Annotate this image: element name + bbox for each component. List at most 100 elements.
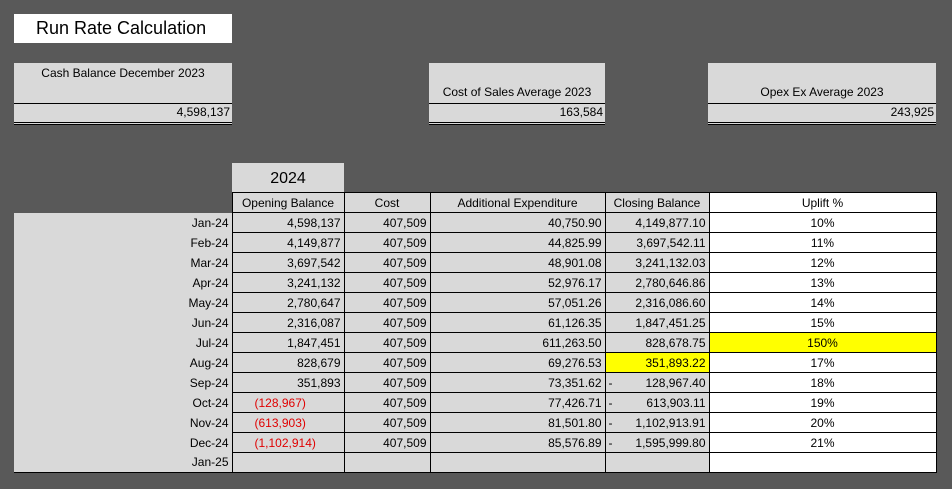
table-row: Nov-24 (613,903) 407,509 81,501.80- 1,102,91… [14, 412, 937, 433]
additional-expenditure-cell[interactable]: 61,126.35 [429, 312, 606, 333]
uplift-cell[interactable]: 11% [708, 232, 937, 253]
opening-balance-cell[interactable]: 3,697,542 [231, 252, 345, 273]
closing-balance-cell[interactable]: 351,893.22 [604, 352, 710, 373]
uplift-cell[interactable] [708, 452, 937, 473]
uplift-cell[interactable]: 19% [708, 392, 937, 413]
opening-balance-cell[interactable]: (1,102,914) [231, 432, 345, 453]
month-cell[interactable]: Dec-24 [14, 432, 233, 453]
month-cell[interactable]: Feb-24 [14, 232, 233, 253]
cost-cell[interactable]: 407,509 [343, 272, 431, 293]
uplift-cell[interactable]: 15% [708, 312, 937, 333]
cost-cell[interactable]: 407,509 [343, 352, 431, 373]
additional-expenditure-cell[interactable]: 611,263.50 [429, 332, 606, 353]
cost-cell[interactable]: 407,509 [343, 232, 431, 253]
cost-cell[interactable]: 407,509 [343, 412, 431, 433]
cash-balance-value[interactable]: 4,598,137 [14, 103, 232, 125]
cost-cell[interactable]: 407,509 [343, 392, 431, 413]
uplift-cell[interactable]: 18% [708, 372, 937, 393]
header-opening-balance[interactable]: Opening Balance [231, 192, 345, 213]
cost-cell[interactable]: 407,509 [343, 372, 431, 393]
header-closing-balance[interactable]: Closing Balance [604, 192, 710, 213]
table-row: Sep-24 351,893 407,509 73,351.62- 128,967.40… [14, 372, 937, 393]
opening-balance-cell[interactable]: 1,847,451 [231, 332, 345, 353]
negative-sign: - [608, 415, 613, 430]
uplift-cell[interactable]: 14% [708, 292, 937, 313]
cost-cell[interactable] [343, 452, 431, 473]
closing-balance-cell[interactable]: - 128,967.40 [604, 372, 710, 393]
additional-expenditure-cell[interactable]: 40,750.90 [429, 212, 606, 233]
month-cell[interactable]: Jan-24 [14, 212, 233, 233]
month-cell[interactable]: May-24 [14, 292, 233, 313]
additional-expenditure-cell[interactable]: 52,976.17 [429, 272, 606, 293]
additional-expenditure-cell[interactable]: 85,576.89 [429, 432, 606, 453]
additional-expenditure-cell[interactable]: 81,501.80 [429, 412, 606, 433]
closing-balance-cell[interactable]: 2,316,086.60 [604, 292, 710, 313]
negative-sign: - [608, 435, 613, 450]
month-cell[interactable]: Jul-24 [14, 332, 233, 353]
opening-balance-cell[interactable] [231, 452, 345, 473]
opening-balance-cell[interactable]: 2,316,087 [231, 312, 345, 333]
table-row: Jan-25 [14, 452, 937, 473]
closing-balance-cell[interactable]: 1,847,451.25 [604, 312, 710, 333]
negative-sign: - [608, 395, 613, 410]
additional-expenditure-cell[interactable] [429, 452, 606, 473]
additional-expenditure-cell[interactable]: 69,276.53 [429, 352, 606, 373]
additional-expenditure-cell[interactable]: 73,351.62 [429, 372, 606, 393]
opex-box: Opex Ex Average 2023 243,925 [708, 63, 936, 125]
cost-cell[interactable]: 407,509 [343, 292, 431, 313]
header-cost[interactable]: Cost [343, 192, 431, 213]
uplift-cell[interactable]: 17% [708, 352, 937, 373]
uplift-cell[interactable]: 21% [708, 432, 937, 453]
closing-balance-cell[interactable]: 2,780,646.86 [604, 272, 710, 293]
opening-balance-cell[interactable]: (128,967) [231, 392, 345, 413]
closing-balance-cell[interactable]: - 613,903.11 [604, 392, 710, 413]
cost-cell[interactable]: 407,509 [343, 432, 431, 453]
additional-expenditure-cell[interactable]: 57,051.26 [429, 292, 606, 313]
opening-balance-cell[interactable]: 4,149,877 [231, 232, 345, 253]
opening-balance-cell[interactable]: (613,903) [231, 412, 345, 433]
year-header: 2024 [232, 163, 344, 192]
cash-balance-label: Cash Balance December 2023 [41, 66, 205, 80]
month-cell[interactable]: Jan-25 [14, 452, 233, 473]
table-row: Aug-24 828,679 407,509 69,276.53 351,893.22 1… [14, 352, 937, 373]
closing-balance-cell[interactable] [604, 452, 710, 473]
uplift-cell[interactable]: 10% [708, 212, 937, 233]
table-row: Oct-24 (128,967) 407,509 77,426.71- 613,903.… [14, 392, 937, 413]
opening-balance-cell[interactable]: 828,679 [231, 352, 345, 373]
cost-cell[interactable]: 407,509 [343, 332, 431, 353]
opex-value[interactable]: 243,925 [708, 103, 936, 125]
closing-balance-cell[interactable]: - 1,595,999.80 [604, 432, 710, 453]
closing-balance-cell[interactable]: 3,241,132.03 [604, 252, 710, 273]
additional-expenditure-cell[interactable]: 44,825.99 [429, 232, 606, 253]
table-row: Feb-24 4,149,877 407,509 44,825.99 3,697,542… [14, 232, 937, 253]
cost-of-sales-value[interactable]: 163,584 [429, 103, 605, 125]
month-cell[interactable]: Oct-24 [14, 392, 233, 413]
uplift-cell[interactable]: 12% [708, 252, 937, 273]
opening-balance-cell[interactable]: 351,893 [231, 372, 345, 393]
additional-expenditure-cell[interactable]: 77,426.71 [429, 392, 606, 413]
header-uplift[interactable]: Uplift % [708, 192, 937, 213]
opening-balance-cell[interactable]: 4,598,137 [231, 212, 345, 233]
cost-cell[interactable]: 407,509 [343, 212, 431, 233]
header-additional-expenditure[interactable]: Additional Expenditure [429, 192, 606, 213]
month-cell[interactable]: Mar-24 [14, 252, 233, 273]
cost-cell[interactable]: 407,509 [343, 312, 431, 333]
opening-balance-cell[interactable]: 3,241,132 [231, 272, 345, 293]
closing-balance-cell[interactable]: 4,149,877.10 [604, 212, 710, 233]
closing-balance-cell[interactable]: - 1,102,913.91 [604, 412, 710, 433]
closing-balance-cell[interactable]: 3,697,542.11 [604, 232, 710, 253]
opening-balance-cell[interactable]: 2,780,647 [231, 292, 345, 313]
table-row: Mar-24 3,697,542 407,509 48,901.08 3,241,132… [14, 252, 937, 273]
month-cell[interactable]: Sep-24 [14, 372, 233, 393]
additional-expenditure-cell[interactable]: 48,901.08 [429, 252, 606, 273]
cost-cell[interactable]: 407,509 [343, 252, 431, 273]
month-cell[interactable]: Aug-24 [14, 352, 233, 373]
cost-of-sales-box: Cost of Sales Average 2023 163,584 [429, 63, 605, 125]
month-cell[interactable]: Jun-24 [14, 312, 233, 333]
uplift-cell[interactable]: 20% [708, 412, 937, 433]
closing-balance-cell[interactable]: 828,678.75 [604, 332, 710, 353]
uplift-cell[interactable]: 13% [708, 272, 937, 293]
uplift-cell[interactable]: 150% [708, 332, 937, 353]
month-cell[interactable]: Apr-24 [14, 272, 233, 293]
month-cell[interactable]: Nov-24 [14, 412, 233, 433]
